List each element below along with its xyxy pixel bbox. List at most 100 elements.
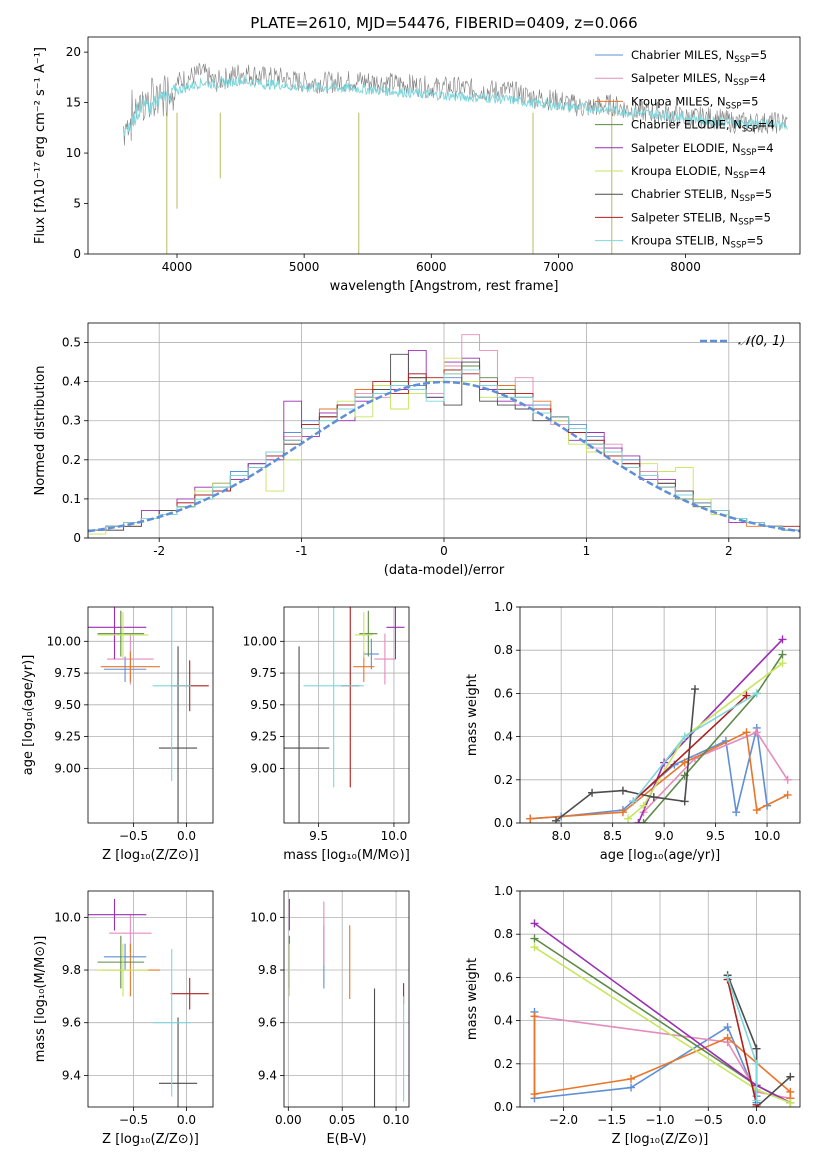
x-axis-label: wavelength [Angstrom, rest frame] bbox=[330, 279, 559, 294]
y-tick-label: 0.2 bbox=[494, 1057, 513, 1071]
data-point bbox=[627, 1074, 636, 1083]
y-tick-label: 0.4 bbox=[62, 375, 81, 389]
plot-frame bbox=[87, 890, 214, 1108]
chart-age_vs_mass: 9.5 10.0 9.00 9.25 9.50 9.75 10.00 mass [log₁₀(… bbox=[243, 606, 410, 863]
y-tick-label: 9.8 bbox=[258, 963, 277, 977]
x-tick-label: 0.00 bbox=[275, 1113, 302, 1127]
y-tick-label: 0.8 bbox=[494, 643, 513, 657]
errorbar-Chabrier MILES bbox=[103, 943, 147, 971]
y-tick-label: 0.2 bbox=[62, 453, 81, 467]
plot-frame bbox=[519, 606, 801, 824]
errorbar-Kroupa ELODIE bbox=[354, 612, 373, 658]
x-axis-label: E(B-V) bbox=[326, 1132, 366, 1147]
chart-mass_vs_Z: −0.5 0.0 9.4 9.6 9.8 10.0 Z [log₁₀(Z/Z⊙)] mass … bbox=[33, 890, 214, 1147]
data-point bbox=[530, 1090, 539, 1099]
y-tick-label: 0.0 bbox=[494, 1100, 513, 1114]
data-point bbox=[752, 728, 761, 737]
data-point bbox=[732, 808, 741, 817]
y-tick-label: 9.4 bbox=[258, 1068, 277, 1082]
y-tick-label: 0.0 bbox=[494, 816, 513, 830]
data-point bbox=[742, 728, 751, 737]
errorbar-Chabrier MILES bbox=[363, 638, 379, 670]
figure-title: PLATE=2610, MJD=54476, FIBERID=0409, z=0… bbox=[250, 14, 637, 32]
series-line-Salpeter ELODIE bbox=[534, 922, 791, 1104]
y-axis-label: mass weight bbox=[465, 674, 480, 756]
x-tick-label: 10.0 bbox=[754, 829, 781, 843]
x-tick-label: −0.5 bbox=[119, 1113, 148, 1127]
series-line-Chabrier MILES bbox=[530, 727, 768, 820]
x-tick-label: −0.5 bbox=[119, 829, 148, 843]
x-axis-label: Z [log₁₀(Z/Z⊙)] bbox=[102, 848, 199, 863]
x-tick-label: 0.0 bbox=[177, 829, 196, 843]
data-point bbox=[723, 973, 732, 982]
errorbar-Salpeter MILES bbox=[374, 633, 396, 685]
errorbar-Chabrier ELODIE bbox=[97, 610, 145, 657]
legend-label: 𝒩(0, 1) bbox=[738, 334, 785, 349]
data-point bbox=[680, 797, 689, 806]
y-tick-label: 1.0 bbox=[494, 600, 513, 614]
y-tick-label: 10 bbox=[66, 146, 81, 160]
x-tick-label: 8.0 bbox=[552, 829, 571, 843]
y-tick-label: 0.3 bbox=[62, 414, 81, 428]
series-line-Kroupa MILES bbox=[530, 731, 788, 820]
errorbar-Kroupa STELIB bbox=[152, 607, 191, 782]
data-point bbox=[691, 685, 699, 694]
data-point bbox=[786, 1072, 795, 1081]
data-point bbox=[588, 788, 597, 797]
x-tick-label: 0.0 bbox=[177, 1113, 196, 1127]
data-point bbox=[752, 1044, 761, 1053]
y-tick-label: 9.4 bbox=[62, 1068, 81, 1082]
x-tick-label: 4000 bbox=[162, 260, 193, 274]
data-point bbox=[752, 1059, 761, 1068]
legend: Chabrier MILES, NSSP=5 Salpeter MILES, NS… bbox=[595, 48, 775, 251]
chart-spectrum: 4000 5000 6000 7000 8000 0 5 10 15 20 wavelength [… bbox=[33, 36, 801, 294]
chart-mass_weight_vs_age: 8.0 8.5 9.0 9.5 10.0 0.0 0.2 0.4 0.6 0.8 1.0 age [l… bbox=[465, 600, 801, 863]
x-tick-label: 7000 bbox=[543, 260, 574, 274]
plot-frame bbox=[87, 36, 801, 255]
errorbar-Chabrier ELODIE bbox=[97, 935, 145, 989]
legend-label: Kroupa MILES, NSSP=5 bbox=[631, 94, 758, 111]
plot-area bbox=[530, 919, 795, 1107]
data-point bbox=[752, 689, 761, 698]
x-axis-label: (data-model)/error bbox=[384, 563, 505, 578]
data-point bbox=[752, 1096, 761, 1105]
series-line-Salpeter MILES bbox=[642, 731, 789, 813]
legend-label: Chabrier MILES, NSSP=5 bbox=[631, 48, 767, 65]
x-tick-label: 6000 bbox=[416, 260, 447, 274]
data-point bbox=[723, 1023, 732, 1032]
x-tick-label: 8.5 bbox=[603, 829, 622, 843]
x-tick-label: 9.5 bbox=[706, 829, 725, 843]
y-tick-label: 10.00 bbox=[243, 634, 277, 648]
data-point bbox=[786, 1098, 795, 1107]
x-tick-label: 2 bbox=[725, 544, 733, 558]
data-point bbox=[526, 814, 535, 823]
x-tick-label: 9.0 bbox=[655, 829, 674, 843]
plot-area bbox=[288, 898, 405, 1107]
y-tick-label: 9.75 bbox=[250, 666, 277, 680]
x-tick-label: 1 bbox=[583, 544, 591, 558]
y-tick-label: 9.8 bbox=[62, 963, 81, 977]
data-point bbox=[649, 793, 658, 802]
y-tick-label: 9.75 bbox=[54, 666, 81, 680]
series-line-Salpeter STELIB bbox=[726, 979, 758, 1105]
chart-residuals: -2 -1 0 1 2 0 0.1 0.2 0.3 0.4 0.5 (data-model)/erro… bbox=[33, 322, 801, 578]
data-point bbox=[627, 1083, 636, 1092]
data-point bbox=[778, 650, 787, 659]
x-tick-label: 0.0 bbox=[747, 1113, 766, 1127]
errorbar-Salpeter ELODIE bbox=[88, 607, 147, 660]
data-point bbox=[778, 635, 787, 644]
x-axis-label: mass [log₁₀(M/M⊙)] bbox=[283, 848, 410, 863]
y-axis-label: Normed distribution bbox=[33, 366, 48, 496]
y-tick-label: 10.0 bbox=[250, 910, 277, 924]
data-point bbox=[618, 786, 627, 795]
data-point bbox=[639, 801, 648, 810]
data-point bbox=[639, 819, 648, 823]
y-tick-label: 9.6 bbox=[258, 1016, 277, 1030]
x-tick-label: −0.5 bbox=[694, 1113, 723, 1127]
y-tick-label: 9.25 bbox=[250, 730, 277, 744]
y-axis-label: mass [log₁₀(M/M⊙)] bbox=[33, 936, 48, 1063]
legend-label: Chabrier ELODIE, NSSP=4 bbox=[631, 118, 775, 135]
errorbar-Chabrier STELIB bbox=[158, 646, 198, 823]
y-tick-label: 15 bbox=[66, 96, 81, 110]
